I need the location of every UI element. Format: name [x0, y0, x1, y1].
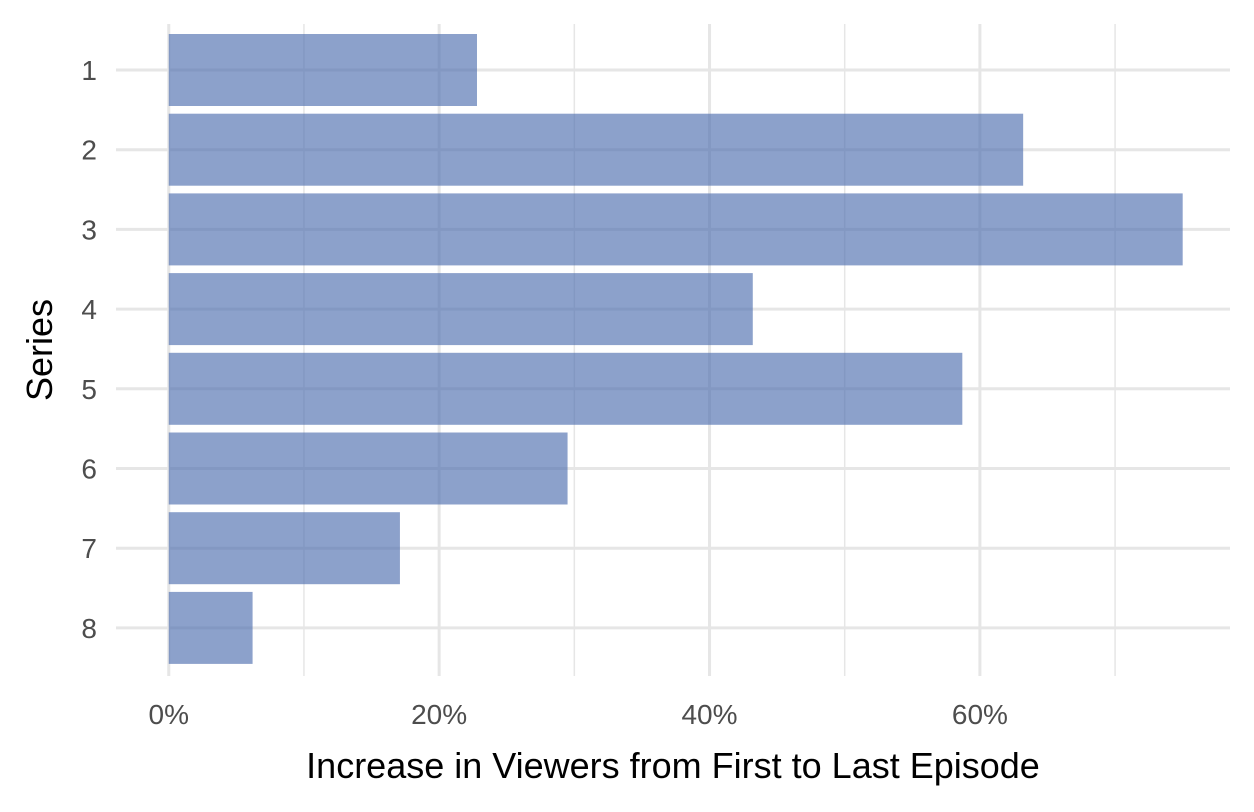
y-tick-label-7: 7 [81, 533, 97, 564]
x-tick-label: 20% [411, 699, 467, 730]
y-tick-label-5: 5 [81, 374, 97, 405]
bar-series-1 [168, 34, 477, 106]
bar-series-8 [168, 591, 253, 664]
y-tick-label-4: 4 [81, 294, 97, 325]
x-tick-label: 60% [952, 699, 1008, 730]
y-axis-title: Series [19, 299, 60, 401]
bar-series-4 [168, 273, 753, 346]
y-tick-label-6: 6 [81, 454, 97, 485]
y-tick-label-8: 8 [81, 613, 97, 644]
y-tick-label-3: 3 [81, 214, 97, 245]
y-tick-label-2: 2 [81, 135, 97, 166]
y-tick-label-1: 1 [81, 55, 97, 86]
x-tick-label: 0% [149, 699, 189, 730]
bar-series-5 [168, 352, 963, 425]
bar-series-3 [168, 193, 1183, 266]
bars [168, 34, 1183, 664]
y-tick-labels: 1 2 3 4 5 6 7 8 [81, 55, 97, 644]
x-tick-label: 40% [681, 699, 737, 730]
x-axis-title: Increase in Viewers from First to Last E… [306, 745, 1040, 786]
bar-series-6 [168, 432, 568, 505]
x-tick-labels: 0% 20% 40% 60% [149, 699, 1008, 730]
bar-series-7 [168, 512, 400, 585]
bar-series-2 [168, 113, 1024, 186]
